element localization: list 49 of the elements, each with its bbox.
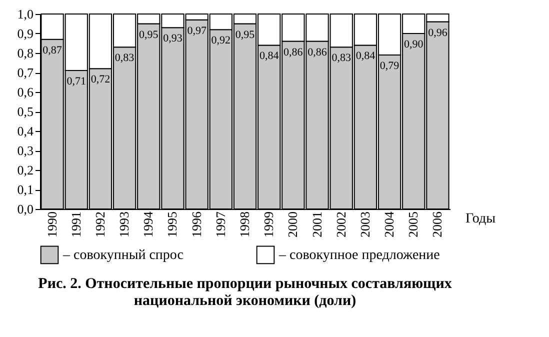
data-label: 0,97 <box>187 24 207 37</box>
data-label: 0,79 <box>380 60 400 72</box>
y-tick-label: 0,7 <box>17 65 34 80</box>
data-label: 0,83 <box>332 52 352 64</box>
x-tick-label: 2000 <box>285 212 300 238</box>
x-tick-label: 1999 <box>261 212 276 238</box>
x-tick-label: 1997 <box>212 211 228 238</box>
x-tick-label: 1992 <box>92 212 108 238</box>
x-tick-label: 2002 <box>333 212 348 238</box>
x-tick-label: 2004 <box>382 211 397 238</box>
y-tick-label: 1,0 <box>17 6 34 22</box>
y-tick-label: 0,9 <box>17 26 34 41</box>
legend-label: – совокупный спрос <box>62 248 184 263</box>
x-tick-label: 2003 <box>357 212 372 238</box>
x-tick-label: 1993 <box>116 212 132 238</box>
x-tick-label: 1995 <box>164 212 180 238</box>
data-label: 0,86 <box>308 46 328 58</box>
text: Рис. 2. Относительные пропорции рыночных составляющих национальной экономики (доли) <box>38 276 452 309</box>
x-tick-label: 2005 <box>406 212 421 238</box>
x-tick-label: 1996 <box>188 211 204 238</box>
data-label: 0,92 <box>211 34 231 47</box>
x-tick-label: 1991 <box>68 212 84 238</box>
y-tick-label: 0,0 <box>17 202 34 216</box>
data-label: 0,95 <box>235 28 256 41</box>
x-axis-title: Годы <box>466 212 496 226</box>
data-label: 0,84 <box>356 50 376 62</box>
y-tick-label: 0,1 <box>17 182 34 197</box>
data-label: 0,90 <box>404 38 424 50</box>
x-tick-label: 2001 <box>309 212 324 238</box>
data-label: 0,87 <box>42 44 62 56</box>
y-tick-label: 0,4 <box>17 124 34 138</box>
data-label: 0,83 <box>114 52 135 64</box>
y-tick-label: 0,6 <box>17 84 34 100</box>
x-tick-label: 1994 <box>140 211 156 238</box>
y-tick-label: 0,2 <box>17 162 34 178</box>
x-tick-label: 2006 <box>430 211 445 238</box>
data-label: 0,96 <box>428 26 448 39</box>
y-tick-label: 0,8 <box>17 46 34 60</box>
data-label: 0,95 <box>139 28 159 41</box>
y-tick-label: 0,3 <box>17 143 34 158</box>
data-label: 0,84 <box>259 50 280 62</box>
data-label: 0,72 <box>90 74 110 86</box>
data-label: 0,93 <box>163 32 183 45</box>
y-tick-label: 0,5 <box>17 104 34 119</box>
x-tick-label: 1990 <box>44 212 60 238</box>
data-label: 0,71 <box>66 76 86 88</box>
data-label: 0,86 <box>284 46 304 58</box>
x-tick-label: 1998 <box>237 212 252 238</box>
legend-label: – совокупное предложение <box>278 248 440 263</box>
